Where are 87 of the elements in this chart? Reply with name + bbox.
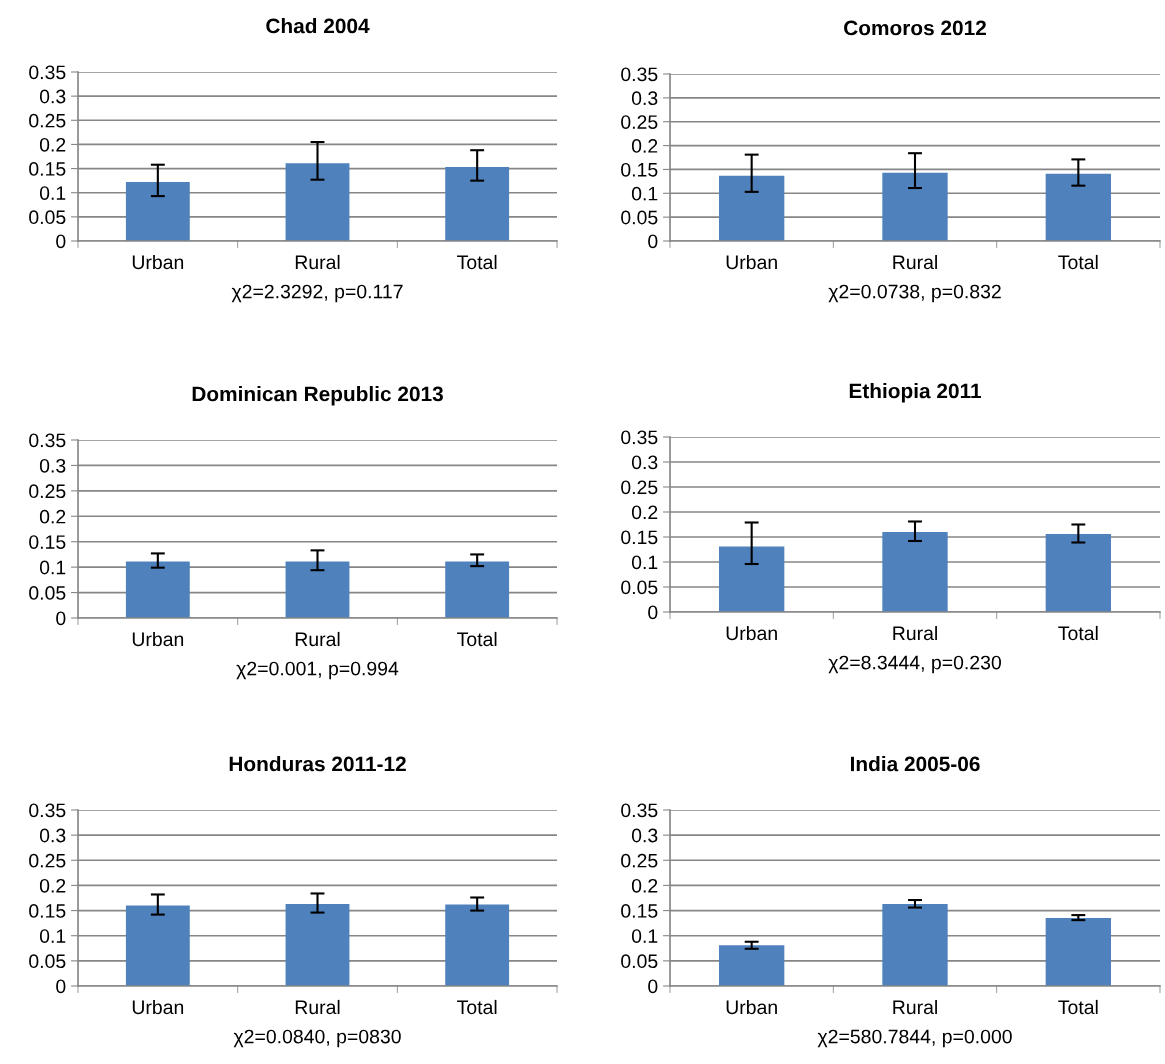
- x-tick-label: Urban: [132, 999, 184, 1015]
- bar: [445, 167, 510, 241]
- bar: [719, 546, 785, 612]
- x-tick-label: Total: [457, 254, 497, 270]
- y-tick-label: 0.25: [29, 484, 66, 499]
- y-tick-label: 0.15: [621, 904, 658, 918]
- x-tick-label: Total: [457, 999, 497, 1015]
- x-axis-title: χ2=0.0840, p=0830: [233, 1029, 401, 1048]
- y-tick-label: 0.35: [29, 65, 66, 80]
- x-tick-label: Urban: [726, 625, 777, 641]
- y-tick-label: 0.05: [621, 954, 658, 969]
- x-axis-title: χ2=8.3444, p=0.230: [828, 655, 1001, 674]
- x-tick-label: Urban: [726, 999, 777, 1015]
- y-tick-label: 0.25: [621, 480, 658, 495]
- bar: [882, 904, 948, 986]
- y-tick-label: 0.15: [29, 535, 66, 549]
- y-tick-label: 0.15: [621, 530, 658, 545]
- y-tick-label: 0.3: [631, 828, 658, 843]
- x-tick-label: Urban: [132, 254, 184, 270]
- x-tick-label: Rural: [893, 625, 937, 641]
- x-tick-label: Rural: [295, 254, 340, 270]
- y-tick-label: 0.3: [39, 458, 66, 473]
- y-tick-label: 0.1: [39, 929, 66, 943]
- y-tick-label: 0.3: [631, 455, 658, 470]
- x-tick-label: Total: [1058, 999, 1098, 1015]
- y-tick-label: 0.2: [631, 878, 658, 893]
- y-tick-label: 0: [648, 234, 658, 249]
- y-tick-label: 0: [56, 234, 66, 249]
- bar: [882, 532, 948, 612]
- bar: [285, 163, 350, 241]
- chart-title: Dominican Republic 2013: [192, 386, 443, 406]
- x-tick-label: Rural: [893, 999, 937, 1015]
- y-tick-label: 0.35: [29, 803, 66, 818]
- y-tick-label: 0.05: [29, 954, 66, 969]
- bar: [1045, 918, 1111, 986]
- y-tick-label: 0.15: [29, 904, 66, 918]
- chart-title: Comoros 2012: [844, 20, 986, 36]
- y-tick-label: 0.35: [621, 430, 658, 445]
- x-axis-title: χ2=0.0738, p=0.832: [828, 284, 1001, 303]
- x-axis-title: χ2=580.7844, p=0.000: [817, 1029, 1012, 1048]
- bar: [1045, 534, 1111, 612]
- y-tick-label: 0: [56, 979, 66, 994]
- y-tick-label: 0.1: [631, 555, 658, 570]
- x-tick-label: Urban: [726, 254, 777, 270]
- y-tick-label: 0.25: [621, 853, 658, 868]
- y-tick-label: 0.35: [621, 803, 658, 818]
- x-tick-label: Urban: [132, 631, 184, 647]
- chart-title: Ethiopia 2011: [849, 383, 982, 403]
- y-tick-label: 0.3: [631, 91, 658, 106]
- y-tick-label: 0: [56, 611, 66, 626]
- y-tick-label: 0.2: [39, 878, 66, 893]
- y-tick-label: 0.05: [621, 580, 658, 595]
- y-tick-label: 0.25: [29, 853, 66, 868]
- y-tick-label: 0.3: [39, 828, 66, 843]
- x-tick-label: Total: [457, 631, 497, 647]
- x-tick-label: Total: [1058, 254, 1098, 270]
- y-tick-label: 0.1: [631, 186, 658, 201]
- y-tick-label: 0.05: [621, 210, 658, 225]
- x-tick-label: Rural: [295, 999, 340, 1015]
- y-tick-label: 0.1: [631, 929, 658, 943]
- x-tick-label: Total: [1058, 625, 1098, 641]
- x-axis-title: χ2=2.3292, p=0.117: [231, 284, 403, 303]
- chart-title: India 2005-06: [850, 756, 980, 772]
- y-tick-label: 0.2: [39, 137, 66, 152]
- y-tick-label: 0.1: [39, 186, 66, 200]
- y-tick-label: 0.2: [631, 505, 658, 520]
- y-tick-label: 0.35: [29, 433, 66, 448]
- bar: [719, 945, 785, 986]
- y-tick-label: 0.3: [39, 89, 66, 104]
- y-tick-label: 0.15: [621, 162, 658, 177]
- y-tick-label: 0.35: [621, 67, 658, 82]
- y-tick-label: 0: [648, 979, 658, 994]
- y-tick-label: 0.05: [29, 210, 66, 225]
- y-tick-label: 0.2: [39, 509, 66, 524]
- x-axis-title: χ2=0.001, p=0.994: [236, 661, 399, 680]
- y-tick-label: 0: [648, 605, 658, 620]
- x-tick-label: Rural: [295, 631, 340, 647]
- y-tick-label: 0.25: [29, 113, 66, 128]
- y-tick-label: 0.1: [39, 560, 66, 575]
- y-tick-label: 0.05: [29, 586, 66, 600]
- y-tick-label: 0.25: [621, 115, 658, 129]
- y-tick-label: 0.2: [631, 139, 658, 153]
- chart-title: Honduras 2011-12: [229, 756, 406, 772]
- chart-title: Chad 2004: [266, 18, 370, 34]
- bar: [125, 182, 190, 241]
- y-tick-label: 0.15: [29, 162, 66, 176]
- x-tick-label: Rural: [893, 254, 937, 270]
